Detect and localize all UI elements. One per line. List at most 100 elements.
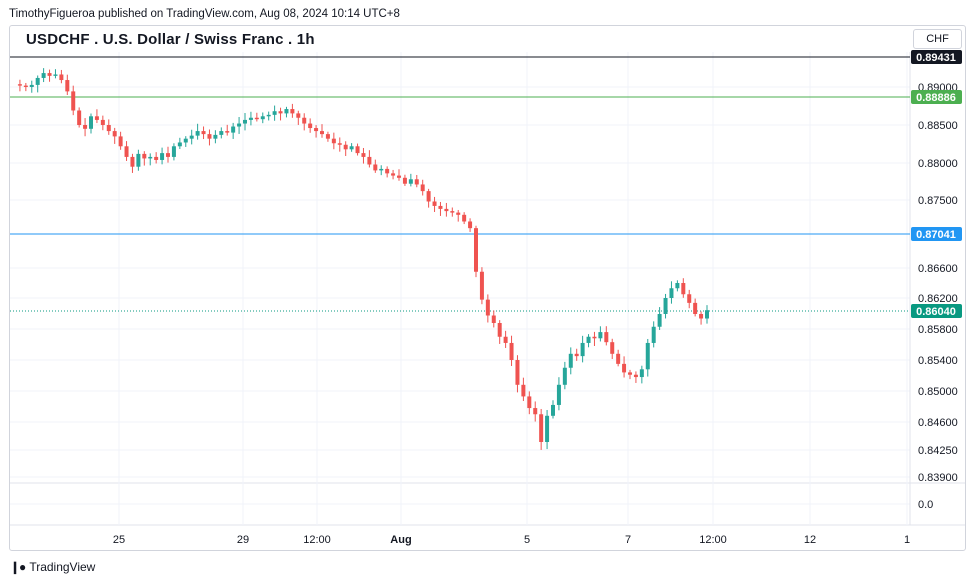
candle-body: [497, 323, 502, 337]
candle-body: [438, 205, 443, 209]
horizontal-lines: [10, 56, 910, 312]
y-tick-label: 0.85400: [918, 355, 958, 367]
candle-body: [171, 146, 176, 157]
candle-body: [213, 134, 218, 139]
y-tick-label: 0.87500: [918, 195, 958, 207]
candle-body: [556, 384, 561, 405]
candle-body: [545, 415, 550, 442]
candle-body: [610, 342, 615, 354]
y-tick-label: 0.88500: [918, 120, 958, 132]
candle-body: [521, 384, 526, 397]
candle-body: [693, 302, 698, 314]
candle-body: [148, 156, 153, 159]
candle-body: [47, 73, 52, 76]
candle-body: [468, 221, 473, 229]
candle-body: [628, 372, 632, 375]
candle-body: [705, 310, 709, 319]
x-axis: 25 29 12:00 Aug 5 7 12:00 12 1: [113, 534, 910, 546]
candle-body: [539, 414, 544, 442]
candle-body: [515, 360, 520, 385]
x-tick-label: 5: [524, 534, 530, 546]
price-tag-label: 0.86040: [916, 306, 956, 318]
price-tags: 0.89431 0.88886 0.87041 0.86040: [911, 50, 962, 318]
y-axis: 0.890000.885000.880000.875000.866000.862…: [918, 82, 958, 511]
candle-body: [195, 131, 200, 136]
candle-body: [17, 84, 22, 86]
candle-body: [622, 363, 627, 373]
candle-body: [272, 111, 277, 115]
candle-body: [189, 135, 194, 139]
candle-body: [296, 113, 301, 118]
candle-body: [687, 294, 692, 303]
candle-body: [474, 228, 478, 272]
candle-body: [414, 179, 419, 185]
candle-body: [402, 177, 407, 184]
chart-frame: [9, 25, 966, 551]
currency-button[interactable]: CHF: [913, 29, 962, 49]
candle-body: [89, 116, 93, 129]
x-tick-label: Aug: [390, 534, 411, 546]
candle-body: [100, 119, 105, 125]
candle-body: [367, 156, 372, 165]
candle-body: [248, 117, 253, 120]
x-tick-label: 12: [804, 534, 816, 546]
candle-body: [479, 271, 484, 300]
candle-body: [308, 123, 313, 129]
y-tick-label: 0.83900: [918, 472, 958, 484]
candle-body: [580, 342, 585, 357]
candle-body: [373, 164, 378, 171]
candle-body: [669, 288, 674, 298]
candle-body: [320, 131, 324, 135]
candle-body: [675, 283, 680, 289]
candle-body: [616, 353, 621, 364]
candle-body: [23, 85, 28, 87]
candle-body: [527, 396, 532, 409]
candle-body: [337, 143, 342, 145]
candle-body: [237, 123, 242, 127]
price-tag-label: 0.87041: [916, 229, 956, 241]
candle-body: [397, 175, 401, 178]
price-tag: [911, 304, 962, 318]
candle-body: [699, 314, 704, 319]
candle-body: [231, 126, 236, 133]
candles: [17, 68, 709, 450]
candle-body: [53, 74, 58, 76]
candle-body: [456, 212, 461, 215]
candle-body: [41, 73, 46, 78]
candle-body: [94, 116, 99, 120]
x-tick-label: 1: [904, 534, 910, 546]
candle-body: [77, 110, 82, 125]
x-tick-label: 25: [113, 534, 125, 546]
candle-body: [450, 211, 455, 213]
candle-body: [59, 74, 64, 81]
candle-body: [177, 142, 182, 147]
candle-body: [444, 208, 449, 212]
candle-body: [651, 326, 656, 343]
candle-body: [598, 332, 603, 339]
candle-body: [331, 138, 336, 144]
price-tag: [911, 90, 962, 104]
candle-body: [663, 298, 668, 314]
candle-body: [314, 128, 319, 132]
candle-body: [574, 353, 579, 357]
y-tick-label: 0.84600: [918, 417, 958, 429]
candle-body: [83, 125, 88, 129]
candle-body: [432, 201, 437, 206]
y-tick-label: 0.85800: [918, 324, 958, 336]
candle-body: [35, 77, 40, 85]
y-tick-label: 0.88000: [918, 158, 958, 170]
candle-body: [325, 134, 330, 139]
footer-brand[interactable]: ❙● TradingView: [10, 560, 95, 574]
candle-body: [462, 214, 467, 222]
price-tag: [911, 227, 962, 241]
price-tag: [911, 50, 962, 64]
candle-body: [408, 179, 413, 184]
candle-body: [385, 168, 390, 174]
candle-body: [266, 114, 271, 117]
candle-body: [278, 111, 283, 114]
candle-body: [639, 369, 644, 378]
y-tick-label: 0.86600: [918, 263, 958, 275]
x-tick-label: 7: [625, 534, 631, 546]
candle-body: [243, 119, 247, 124]
